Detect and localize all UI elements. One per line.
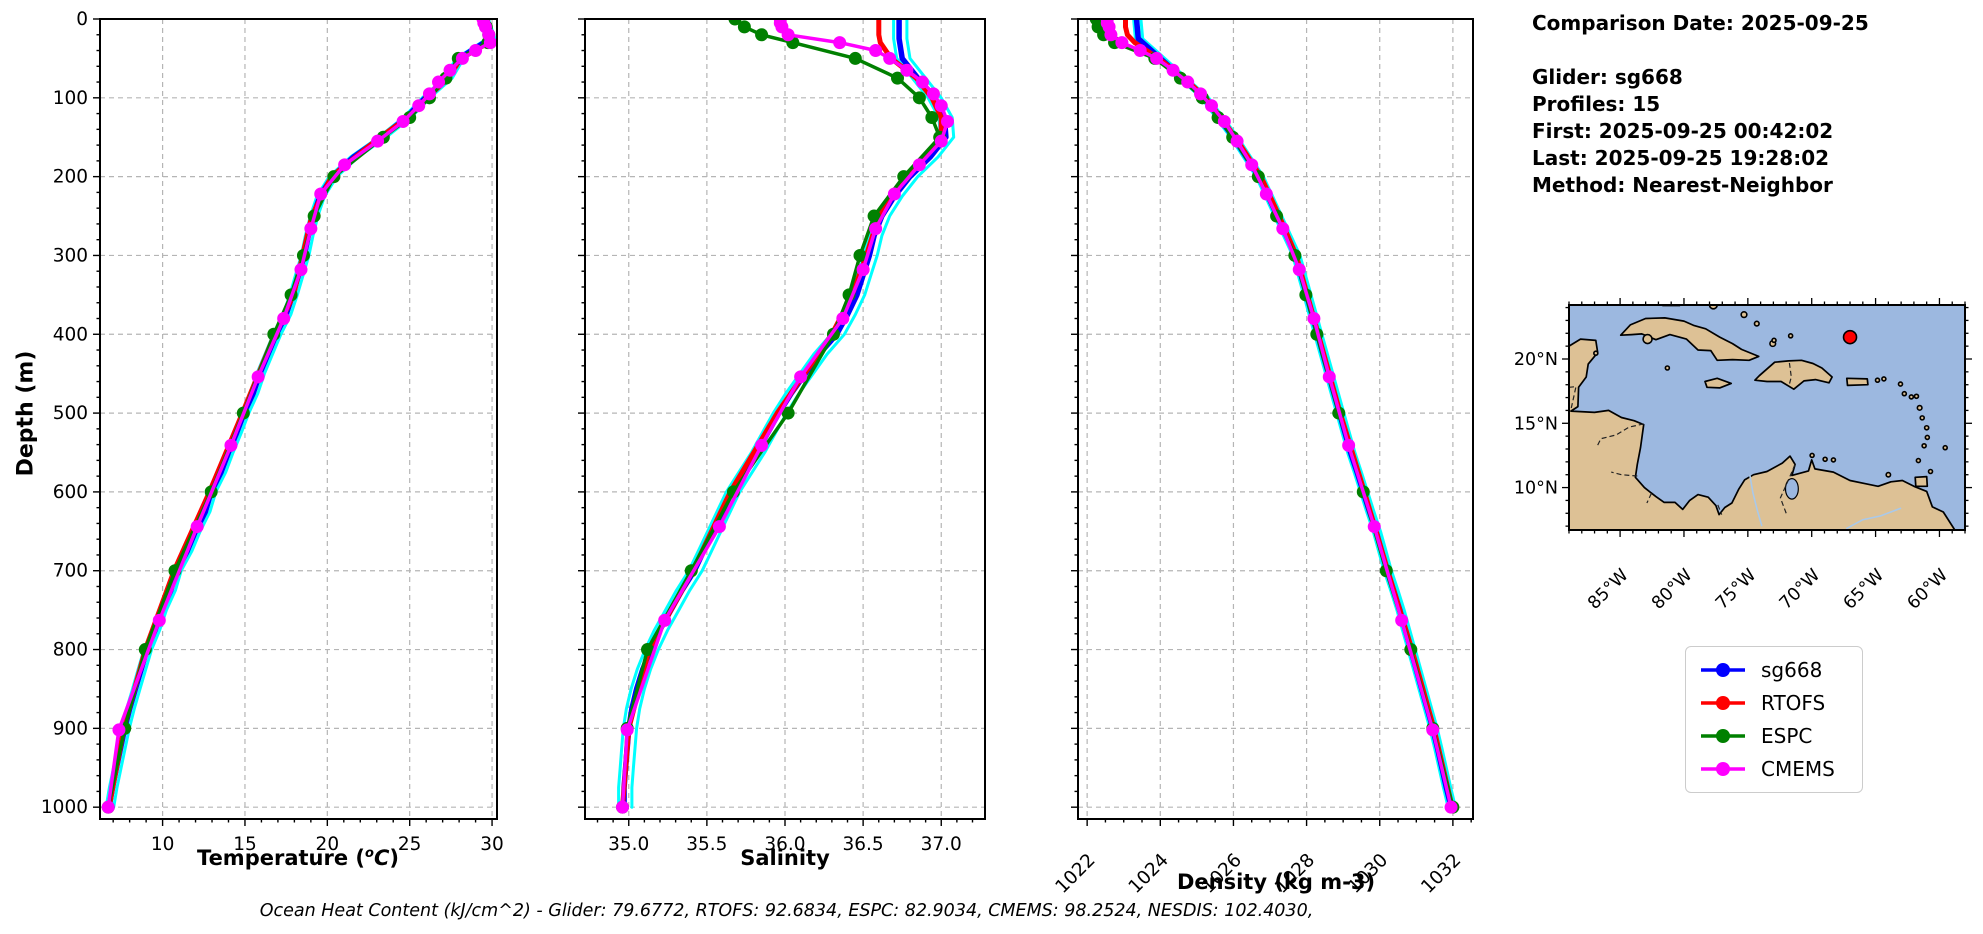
map-glider-position-marker — [1842, 329, 1858, 345]
temperature-ticks — [93, 18, 493, 826]
map-ticks — [1562, 298, 1972, 537]
svg-text:36.5: 36.5 — [843, 834, 884, 855]
profiles-count-text: Profiles: 15 — [1532, 92, 1661, 116]
svg-text:1032: 1032 — [1417, 850, 1465, 898]
info-panel: Comparison Date: 2025-09-25 Glider: sg66… — [1532, 10, 1869, 199]
map-frame — [1568, 304, 1966, 531]
map-lake-maracaibo — [1784, 478, 1799, 500]
legend-line-sample-sg668 — [1701, 662, 1745, 677]
svg-text:15: 15 — [233, 834, 257, 855]
svg-text:1022: 1022 — [1052, 850, 1100, 898]
density-axis-label: Density (kg m-3) — [1176, 870, 1376, 894]
first-profile-time-text: First: 2025-09-25 00:42:02 — [1532, 119, 1834, 143]
comparison-date-text: Comparison Date: 2025-09-25 — [1532, 11, 1869, 35]
glider-name-text: Glider: sg668 — [1532, 65, 1683, 89]
caribbean-location-map: 20°N 15°N 10°N 85°W 80°W 75°W 70°W 65°W 60°W — [1514, 298, 1972, 614]
svg-text:0: 0 — [76, 9, 88, 30]
svg-text:65°W: 65°W — [1840, 565, 1888, 613]
density-profile-plot: 1022 1024 1026 1028 1030 1032 — [1052, 18, 1474, 898]
density-series-CMEMS — [1100, 19, 1458, 814]
svg-text:85°W: 85°W — [1584, 565, 1632, 613]
legend-label-cmems: CMEMS — [1761, 757, 1835, 782]
svg-text:30: 30 — [480, 834, 504, 855]
temperature-axis-label-close: ) — [389, 846, 399, 870]
salinity-series-CMEMS — [616, 19, 954, 814]
svg-text:100: 100 — [53, 88, 88, 109]
map-rivers — [1749, 474, 1902, 530]
temperature-profile-plot: 10 15 20 25 30010020030040050060070080090010… — [41, 9, 504, 855]
svg-text:700: 700 — [53, 561, 88, 582]
svg-text:35.0: 35.0 — [608, 834, 649, 855]
depth-tick-labels: 0 100 200 300 400 500 600 700 800 900 1000 — [41, 9, 88, 818]
density-ticks — [1071, 18, 1472, 826]
map-land — [1569, 305, 1956, 530]
temperature-axis-label: Temperature (oC) — [197, 846, 399, 870]
method-text: Method: Nearest-Neighbor — [1532, 173, 1833, 197]
legend-line-sample-espc — [1701, 729, 1745, 744]
legend-item-rtofs: RTOFS — [1698, 688, 1862, 718]
last-profile-time-text: Last: 2025-09-25 19:28:02 — [1532, 146, 1830, 170]
salinity-xtick-labels: 35.0 35.5 36.0 36.5 37.0 — [608, 834, 962, 855]
svg-text:80°W: 80°W — [1648, 565, 1696, 613]
svg-text:300: 300 — [53, 245, 88, 266]
svg-text:20°N: 20°N — [1514, 350, 1558, 370]
map-country-borders — [1569, 362, 1796, 515]
salinity-profile-plot: 35.0 35.5 36.0 36.5 37.0 — [578, 18, 986, 855]
svg-text:70°W: 70°W — [1776, 565, 1824, 613]
svg-text:600: 600 — [53, 482, 88, 503]
legend-label-rtofs: RTOFS — [1761, 690, 1826, 715]
svg-text:25: 25 — [398, 834, 422, 855]
svg-text:400: 400 — [53, 324, 88, 345]
temperature-series-CMEMS — [101, 19, 497, 814]
svg-text:900: 900 — [53, 718, 88, 739]
svg-text:1024: 1024 — [1125, 850, 1173, 898]
svg-text:15°N: 15°N — [1514, 414, 1558, 434]
svg-text:10: 10 — [151, 834, 175, 855]
svg-text:1000: 1000 — [41, 797, 88, 818]
salinity-ticks — [578, 18, 974, 826]
legend-label-sg668: sg668 — [1761, 657, 1823, 682]
legend: sg668 RTOFS ESPC CMEMS — [1685, 646, 1863, 793]
info-spacer — [1532, 37, 1869, 64]
svg-text:800: 800 — [53, 640, 88, 661]
svg-text:37.0: 37.0 — [921, 834, 962, 855]
svg-text:75°W: 75°W — [1712, 565, 1760, 613]
legend-line-sample-rtofs — [1701, 695, 1745, 710]
svg-text:35.5: 35.5 — [686, 834, 727, 855]
legend-line-sample-cmems — [1701, 762, 1745, 777]
svg-text:200: 200 — [53, 167, 88, 188]
temperature-axis-label-text: Temperature ( — [197, 846, 365, 870]
temperature-grid — [100, 18, 497, 819]
svg-text:20: 20 — [316, 834, 340, 855]
svg-text:60°W: 60°W — [1904, 565, 1952, 613]
temperature-axis-label-unit: C — [373, 846, 390, 870]
svg-text:10°N: 10°N — [1514, 479, 1558, 499]
ocean-heat-content-caption: Ocean Heat Content (kJ/cm^2) - Glider: 7… — [259, 901, 1314, 921]
depth-axis-label: Depth (m) — [13, 350, 39, 477]
salinity-axis-label: Salinity — [740, 846, 830, 870]
legend-item-cmems: CMEMS — [1698, 754, 1862, 784]
legend-label-espc: ESPC — [1761, 724, 1813, 749]
temperature-axis-label-sup: o — [365, 846, 374, 861]
temperature-xtick-labels: 10 15 20 25 30 — [151, 834, 504, 855]
svg-text:500: 500 — [53, 403, 88, 424]
legend-item-espc: ESPC — [1698, 721, 1862, 751]
legend-item-sg668: sg668 — [1698, 655, 1862, 685]
svg-text:36.0: 36.0 — [764, 834, 805, 855]
